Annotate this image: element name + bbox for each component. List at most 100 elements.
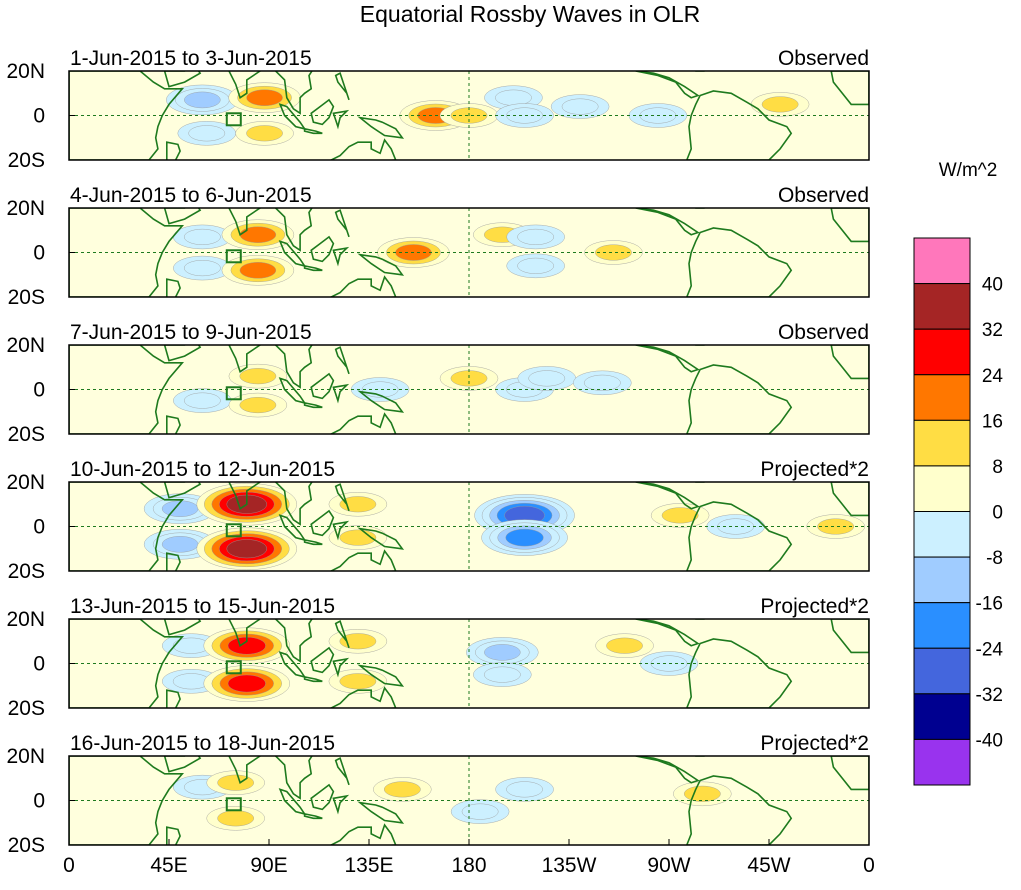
anomaly-field — [69, 71, 869, 160]
region-box — [225, 523, 242, 538]
coastline — [310, 98, 335, 126]
coastline — [227, 482, 262, 510]
anomaly-field — [69, 345, 869, 434]
coastline — [163, 208, 202, 225]
anomaly-negative — [473, 662, 532, 687]
coastline — [685, 90, 793, 160]
panel-label: Projected*2 — [760, 595, 869, 618]
coastline — [163, 756, 202, 773]
y-tick-label: 0 — [33, 790, 45, 813]
anomaly-positive — [203, 665, 290, 702]
coastline — [69, 756, 185, 845]
region-box — [225, 660, 242, 675]
coastline — [310, 783, 335, 811]
coastline — [274, 208, 313, 252]
anomaly-positive — [673, 781, 732, 807]
x-tick-label: 0 — [63, 854, 75, 877]
y-tick-label: 20S — [8, 286, 45, 309]
coastline — [332, 520, 350, 541]
panel-3: 20N 0 20S 7-Jun-2015 to 9-Jun-2015 Observed — [6, 321, 870, 446]
coastline — [227, 345, 262, 373]
anomaly-positive — [196, 527, 297, 570]
anomaly-positive — [439, 366, 499, 391]
panel-2: 20N 0 20S 4-Jun-2015 to 6-Jun-2015 Observed — [6, 184, 870, 309]
anomaly-positive — [221, 219, 295, 250]
coastline — [332, 246, 350, 267]
coastline — [334, 72, 350, 101]
anomaly-positive — [595, 633, 654, 658]
anomaly-negative — [550, 94, 610, 119]
anomaly-negative — [173, 224, 232, 250]
coastline — [635, 71, 700, 99]
anomaly-positive — [206, 806, 265, 831]
coastline — [685, 638, 793, 708]
y-tick-label: 20S — [8, 560, 45, 583]
coastline — [303, 127, 323, 135]
coastline — [303, 264, 323, 272]
coastline — [357, 253, 405, 276]
coastline — [329, 138, 397, 160]
coastline — [310, 235, 335, 263]
anomaly-field — [69, 208, 869, 297]
colorbar-swatch — [913, 602, 971, 649]
coastlines — [69, 208, 869, 297]
anomaly-positive — [235, 121, 294, 146]
colorbar-tick-label: 32 — [982, 320, 1003, 341]
y-tick-label: 20S — [8, 697, 45, 720]
coastline — [274, 345, 313, 389]
coastline — [329, 275, 397, 297]
colorbar-swatch — [913, 511, 971, 558]
y-tick-label: 20N — [6, 471, 45, 494]
colorbar-tick-label: -8 — [986, 548, 1003, 569]
panel-period: 1-Jun-2015 to 3-Jun-2015 — [70, 47, 312, 70]
anomaly-positive — [228, 392, 288, 418]
colorbar-tick-label: -40 — [976, 730, 1003, 751]
colorbar-swatch — [913, 738, 971, 786]
colorbar-tick-label: 8 — [992, 457, 1003, 478]
y-tick-label: 20N — [6, 334, 45, 357]
y-tick-label: 0 — [33, 105, 45, 128]
coastline — [357, 801, 405, 824]
anomaly-positive — [221, 255, 295, 286]
region-box — [225, 249, 242, 264]
anomaly-positive — [206, 770, 265, 795]
panel-5: 20N 0 20S 13-Jun-2015 to 15-Jun-2015 Project… — [6, 595, 870, 720]
coastline — [227, 756, 262, 784]
colorbar-tick-label: -24 — [976, 639, 1004, 660]
coastline — [166, 141, 181, 160]
coastline — [303, 538, 323, 546]
coastline — [163, 345, 202, 362]
coastline — [274, 619, 313, 663]
anomaly-positive — [328, 629, 388, 654]
coastlines — [69, 756, 869, 845]
coastline — [334, 483, 350, 512]
coastline — [635, 208, 700, 236]
coastline — [635, 619, 700, 647]
colorbar-swatch — [913, 374, 971, 421]
colorbar-swatch — [913, 647, 971, 695]
coastlines — [69, 482, 869, 571]
coastline — [685, 227, 793, 297]
x-tick-label: 135E — [344, 854, 393, 877]
anomaly-negative — [495, 103, 554, 128]
panel-period: 13-Jun-2015 to 15-Jun-2015 — [70, 595, 335, 618]
anomaly-negative — [573, 370, 632, 396]
coastline — [310, 646, 335, 674]
colorbar-tick-label: 40 — [982, 275, 1003, 296]
colorbar: W/m^2 40 32 24 16 8 0 -8 -16 -24 -32 -40 — [913, 160, 1004, 786]
coastline — [166, 552, 181, 571]
y-tick-label: 20N — [6, 608, 45, 631]
coastline — [830, 208, 869, 243]
anomaly-negative — [495, 777, 554, 802]
panel-4: 20N 0 20S 10-Jun-2015 to 12-Jun-2015 Project… — [6, 458, 870, 583]
colorbar-label: W/m^2 — [939, 160, 998, 181]
colorbar-swatch — [913, 283, 971, 330]
coastline — [357, 664, 405, 687]
panel-label: Observed — [778, 321, 869, 344]
coastline — [334, 757, 350, 786]
coastline — [334, 620, 350, 649]
coastline — [166, 278, 181, 297]
coastline — [166, 415, 181, 434]
panel-label: Observed — [778, 47, 869, 70]
